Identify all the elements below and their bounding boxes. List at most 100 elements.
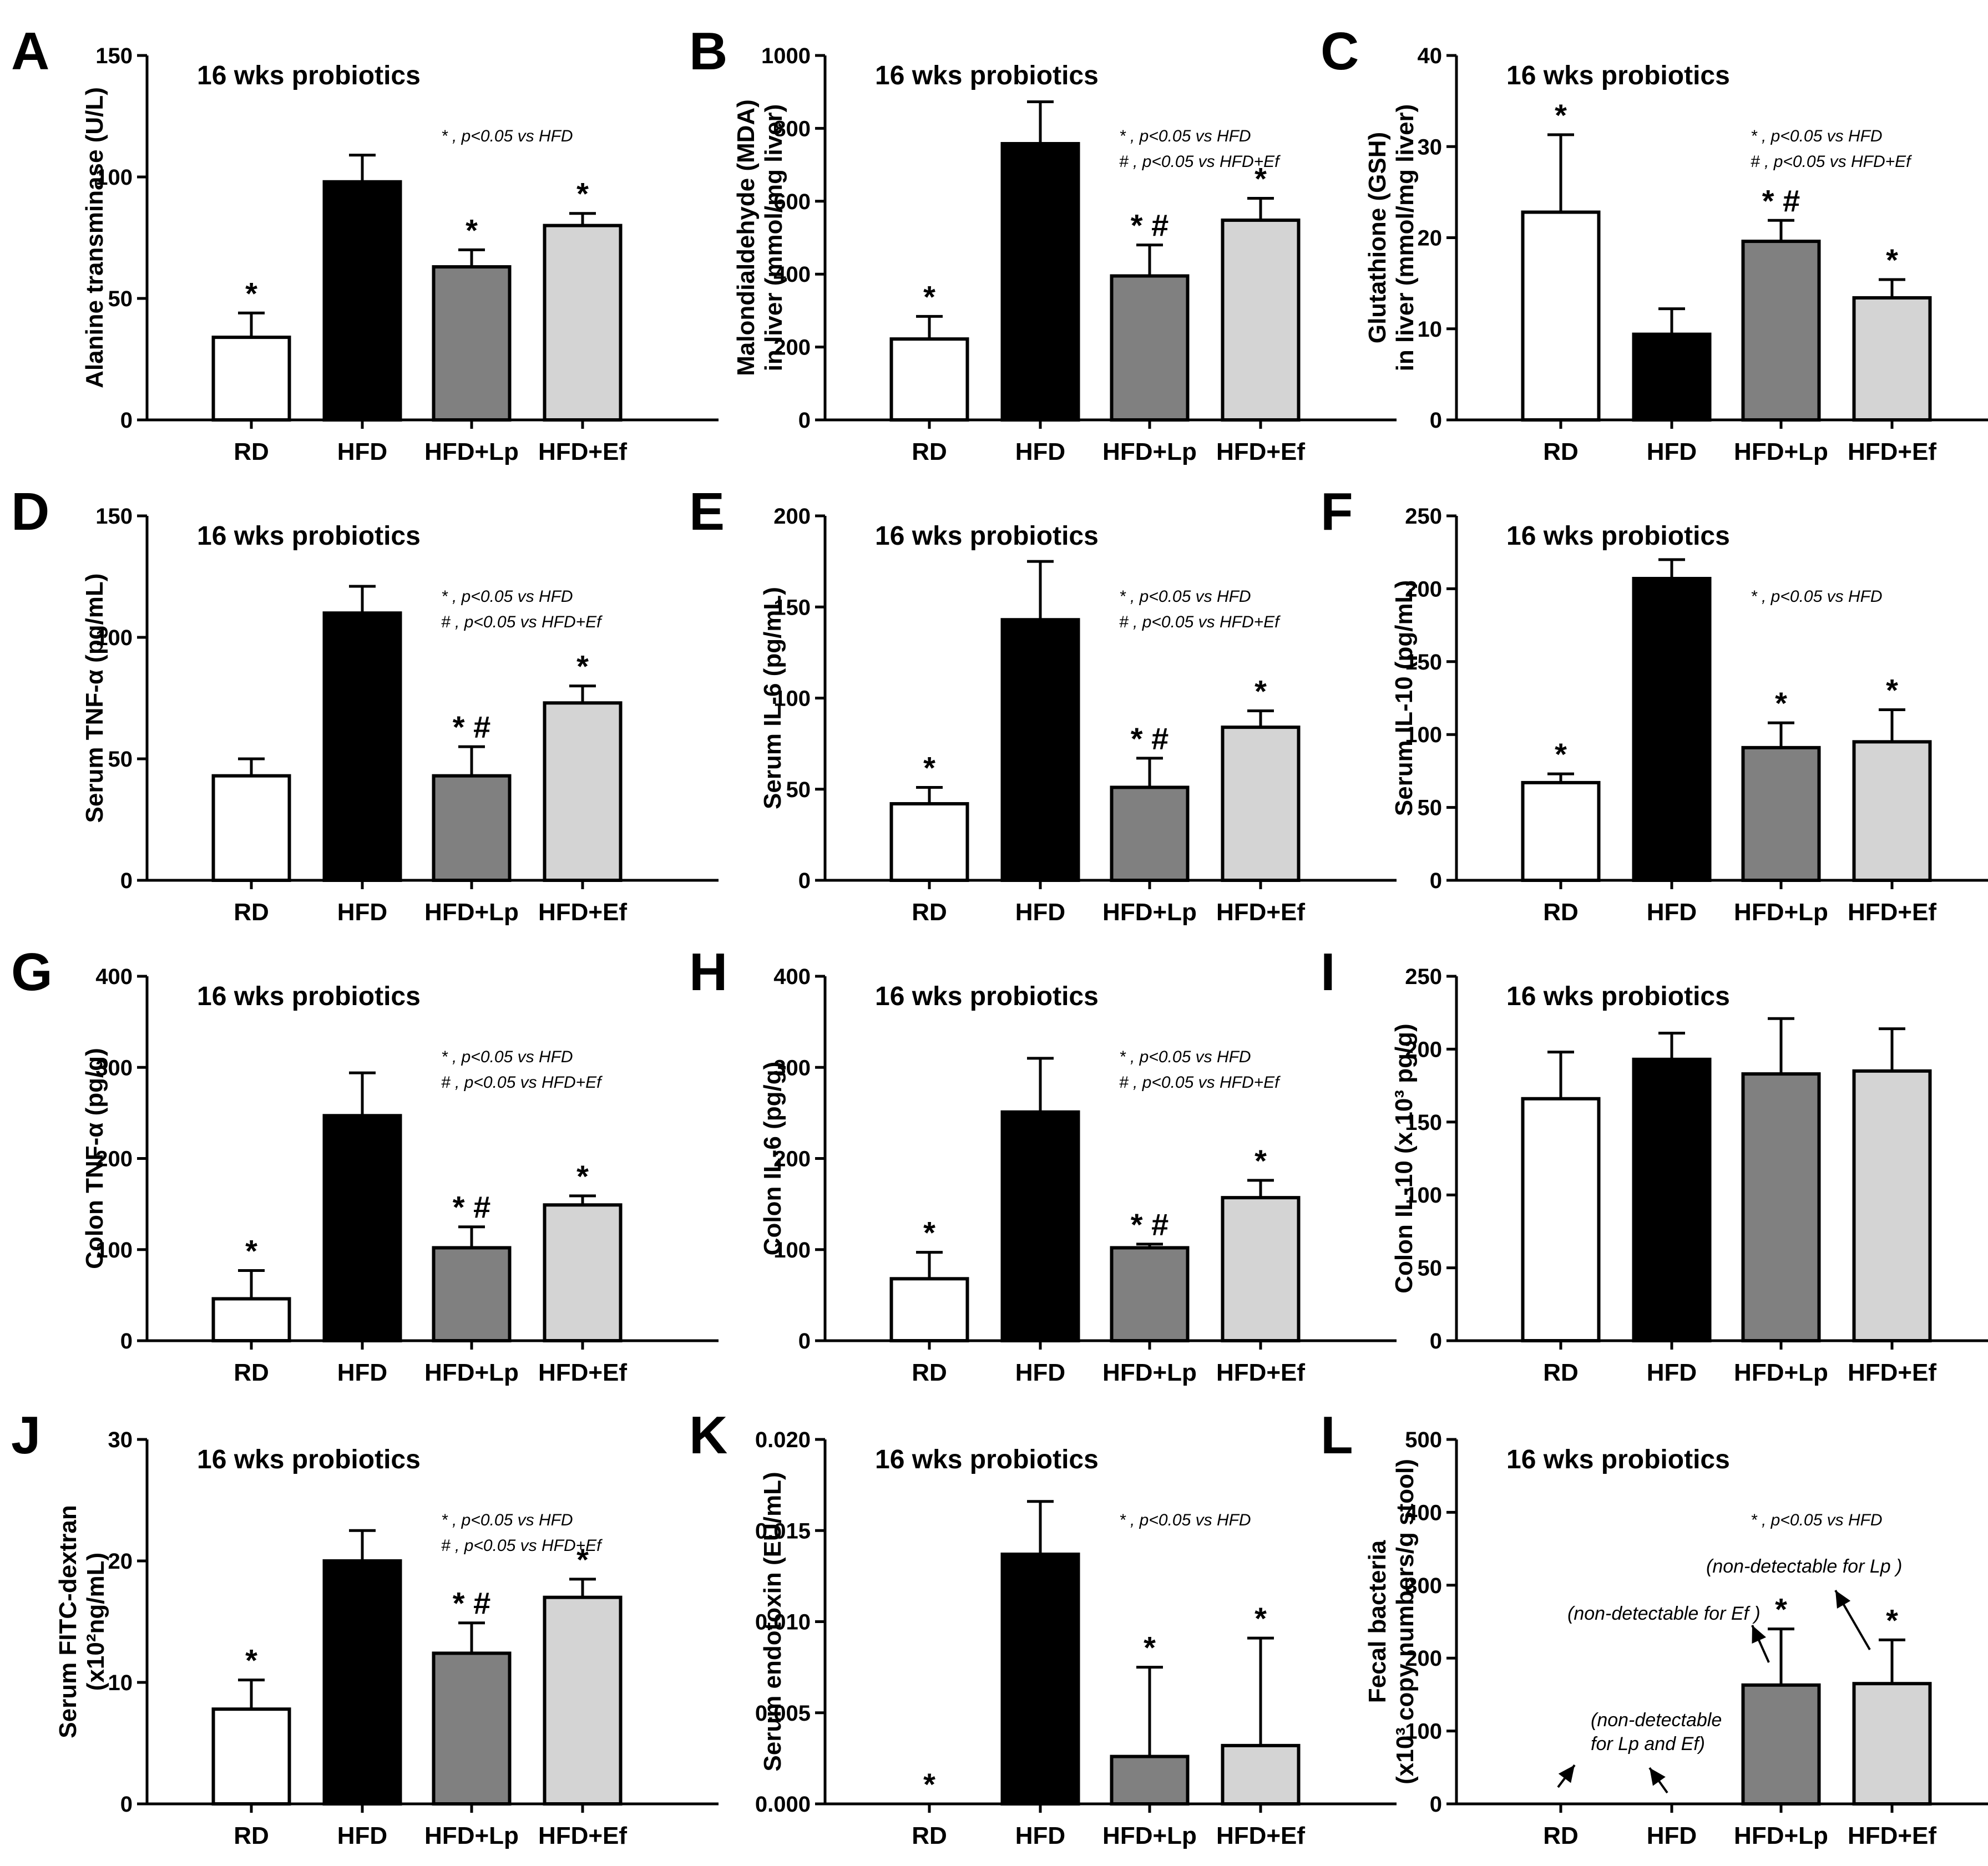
y-tick-label: 200 — [1405, 1037, 1442, 1062]
bar-hfd-ef — [1221, 1196, 1301, 1342]
y-axis-label: Serum FITC-dextran — [54, 1505, 82, 1738]
x-tick-label: RD — [912, 1359, 947, 1386]
bar-hfd — [1000, 141, 1080, 422]
x-tick-label: HFD — [337, 438, 387, 465]
significance-marker: * — [245, 1643, 257, 1678]
x-tick-label: HFD — [1647, 899, 1697, 926]
x-tick-label: HFD+Ef — [1216, 1359, 1305, 1386]
significance-marker: * — [576, 649, 589, 684]
significance-marker: * # — [1762, 183, 1800, 218]
panel-g: G 16 wks probiotics 0 100 200 300 400 Colon TNF… — [11, 942, 719, 1386]
x-tick-label: HFD — [337, 1359, 387, 1386]
legend-entry: # , p<0.05 vs HFD+Ef — [1119, 153, 1281, 171]
y-tick-label: 100 — [95, 165, 133, 190]
x-tick-label: RD — [1543, 1822, 1579, 1849]
significance-marker: * — [923, 1767, 935, 1802]
significance-marker: * — [923, 279, 935, 314]
y-tick-label: 20 — [108, 1549, 133, 1574]
y-tick-label: 100 — [95, 626, 133, 650]
x-tick-label: RD — [1543, 1359, 1579, 1386]
note-non-detectable-lp: (non-detectable for Lp ) — [1706, 1556, 1902, 1577]
y-tick-label: 150 — [773, 595, 811, 620]
bar-hfd-ef — [1852, 1069, 1932, 1342]
x-tick-label: HFD+Lp — [424, 438, 519, 465]
legend-entry: * , p<0.05 vs HFD — [441, 1511, 573, 1529]
bar-hfd — [1632, 577, 1712, 882]
x-tick-label: HFD+Lp — [1734, 438, 1828, 465]
bar-hfd — [322, 1114, 402, 1342]
significance-marker: * — [466, 212, 478, 247]
significance-marker: * # — [453, 1586, 491, 1621]
bar-rd — [211, 774, 291, 883]
significance-marker: * — [1254, 673, 1267, 708]
significance-marker: * — [245, 276, 257, 311]
significance-marker: * — [1254, 161, 1267, 196]
y-axis-label: Serum endotoxin (EU/mL) — [759, 1472, 786, 1771]
panel-title: 16 wks probiotics — [875, 982, 1099, 1011]
y-axis-label: (x10²ng/mL) — [82, 1553, 109, 1691]
bar-rd — [889, 1277, 969, 1343]
bar-rd — [211, 1297, 291, 1343]
bar-hfd-ef — [1221, 1743, 1301, 1806]
legend-entry: # , p<0.05 vs HFD+Ef — [441, 1073, 603, 1092]
y-tick-label: 150 — [1405, 650, 1442, 675]
significance-marker: * — [923, 750, 935, 785]
y-tick-label: 400 — [1405, 1500, 1442, 1525]
y-tick-label: 400 — [773, 262, 811, 287]
y-tick-label: 0 — [120, 408, 133, 433]
panel-k: K 16 wks probiotics 0.000 0.005 0.010 0.015 0.… — [689, 1406, 1397, 1849]
significance-marker: * — [1555, 737, 1567, 772]
legend-entry: # , p<0.05 vs HFD+Ef — [1119, 613, 1281, 631]
y-tick-label: 500 — [1405, 1428, 1442, 1452]
legend-entry: * , p<0.05 vs HFD — [441, 127, 573, 145]
legend-entry: * , p<0.05 vs HFD — [441, 587, 573, 606]
y-axis-label: in liver (mmol/mg liver) — [760, 104, 787, 372]
y-tick-label: 40 — [1418, 44, 1443, 68]
y-tick-label: 600 — [773, 190, 811, 214]
x-tick-label: HFD — [1015, 1822, 1065, 1849]
panel-letter: F — [1321, 482, 1353, 541]
legend-entry: * , p<0.05 vs HFD — [1119, 587, 1251, 606]
legend-entry: * , p<0.05 vs HFD — [1119, 127, 1251, 145]
y-tick-label: 30 — [1418, 135, 1443, 159]
x-tick-label: HFD+Lp — [1734, 1822, 1828, 1849]
legend-entry: * , p<0.05 vs HFD — [1119, 1511, 1251, 1529]
y-tick-label: 300 — [1405, 1574, 1442, 1598]
y-tick-label: 300 — [773, 1056, 811, 1080]
x-tick-label: HFD+Ef — [1848, 1822, 1936, 1849]
y-tick-label: 30 — [108, 1428, 133, 1452]
significance-marker: * — [923, 1215, 935, 1250]
legend-entry: * , p<0.05 vs HFD — [1751, 127, 1883, 145]
x-tick-label: HFD+Lp — [1102, 899, 1197, 926]
bar-hfd-ef — [1221, 218, 1301, 422]
arrow-head — [1835, 1590, 1851, 1609]
y-tick-label: 50 — [1418, 1256, 1443, 1281]
significance-marker: * — [1775, 1592, 1787, 1627]
y-tick-label: 100 — [95, 1238, 133, 1262]
x-tick-label: HFD+Ef — [1848, 438, 1936, 465]
y-axis-label: (x10³ copy numbers/g stool) — [1392, 1459, 1419, 1784]
panel-f: F 16 wks probiotics 0 50 100 150 200 250 Serum I… — [1321, 482, 1988, 926]
y-tick-label: 0.010 — [755, 1610, 811, 1635]
legend-entry: # , p<0.05 vs HFD+Ef — [441, 613, 603, 631]
bar-hfd — [1632, 1057, 1712, 1343]
x-tick-label: HFD+Ef — [1216, 899, 1305, 926]
x-tick-label: RD — [234, 438, 269, 465]
y-tick-label: 100 — [1405, 1183, 1442, 1208]
y-tick-label: 150 — [95, 44, 133, 68]
y-tick-label: 0 — [120, 869, 133, 893]
x-tick-label: HFD+Ef — [538, 1359, 627, 1386]
bar-hfd-lp — [432, 1246, 512, 1343]
x-tick-label: HFD+Lp — [1734, 899, 1828, 926]
y-tick-label: 250 — [1405, 504, 1442, 529]
x-tick-label: HFD — [1647, 1822, 1697, 1849]
bar-rd — [1521, 1097, 1601, 1342]
y-tick-label: 50 — [786, 778, 811, 802]
x-tick-label: HFD+Lp — [1102, 438, 1197, 465]
y-tick-label: 100 — [1405, 1720, 1442, 1744]
legend-entry: * , p<0.05 vs HFD — [1751, 1511, 1883, 1529]
y-tick-label: 300 — [95, 1056, 133, 1080]
x-tick-label: HFD — [1015, 438, 1065, 465]
bar-hfd-lp — [1741, 746, 1821, 883]
